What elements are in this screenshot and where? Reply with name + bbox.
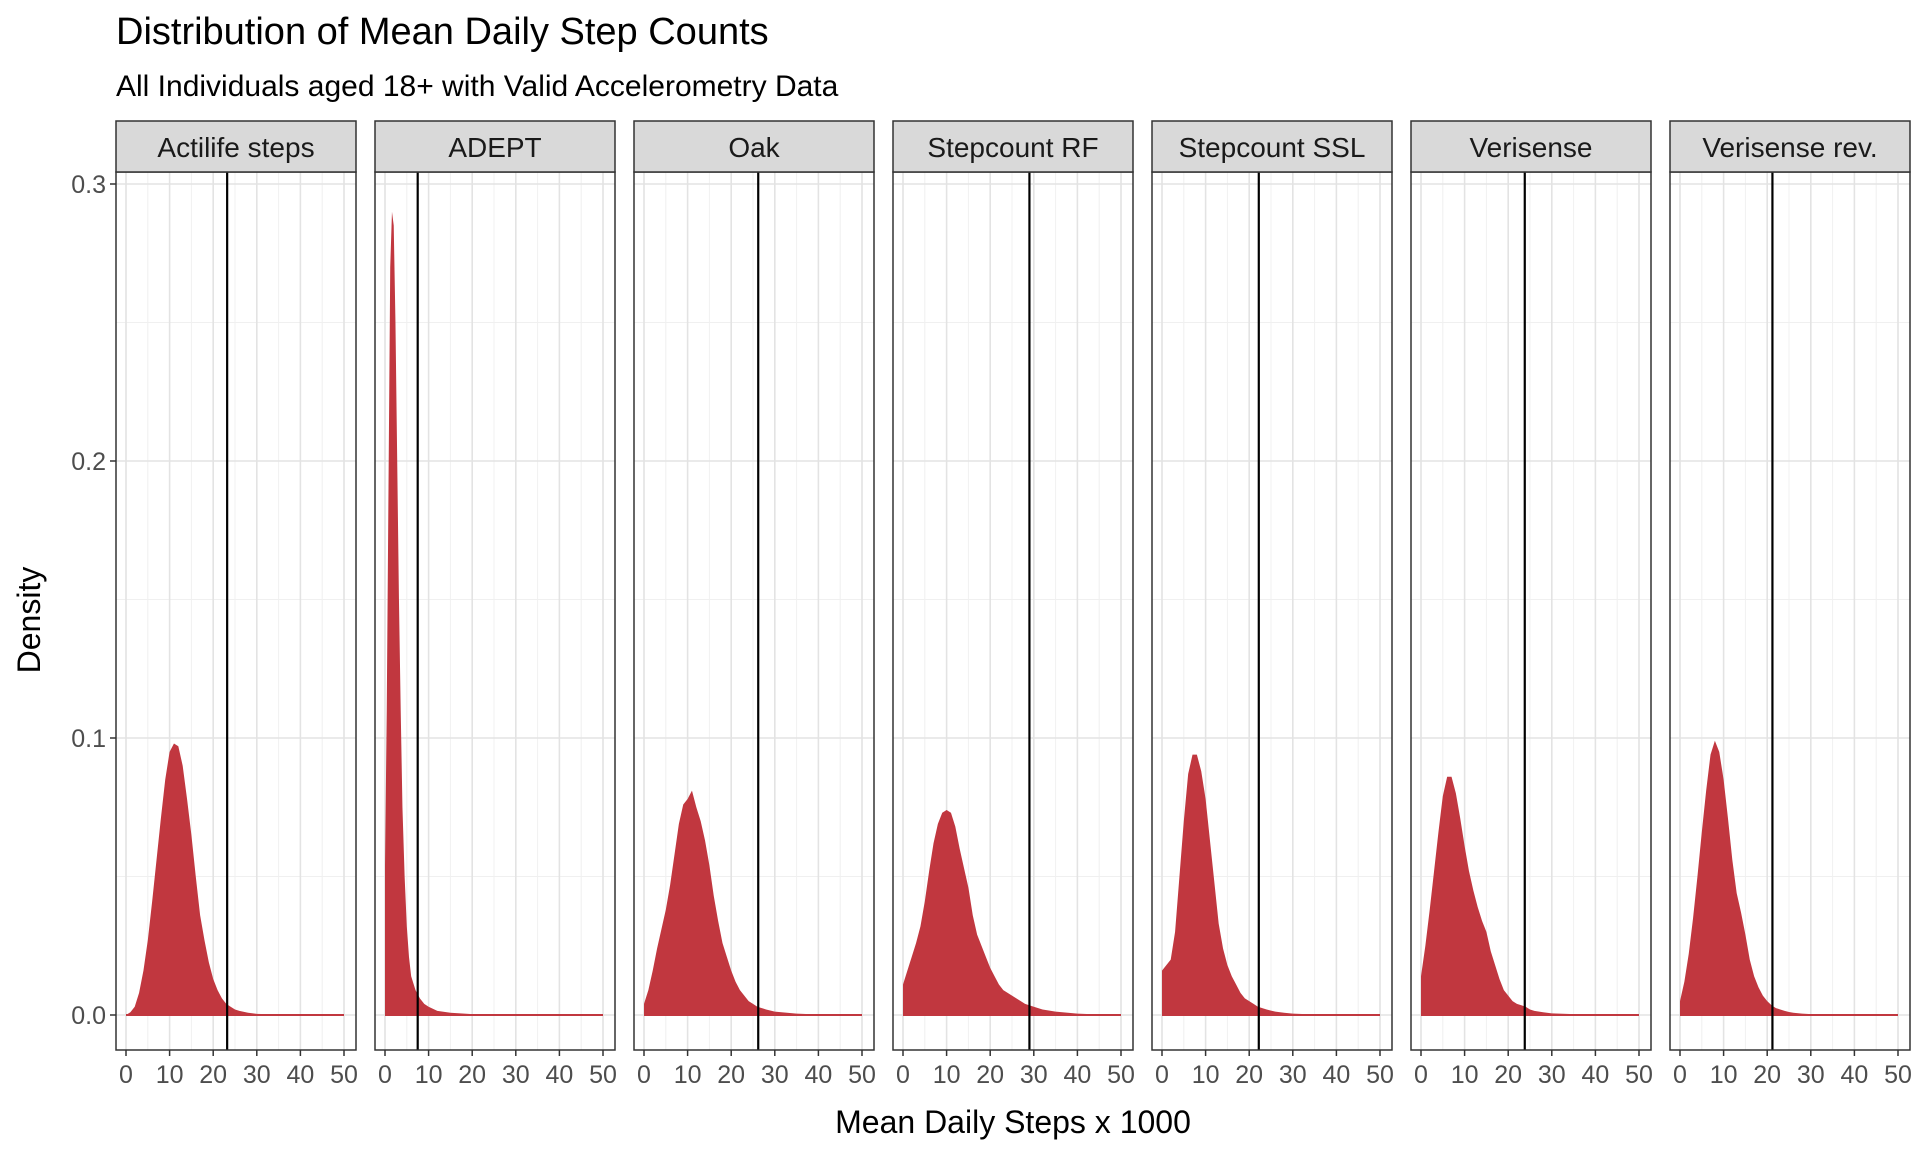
strip-label: Oak xyxy=(728,132,780,163)
x-tick-label: 0 xyxy=(637,1061,651,1089)
x-tick-label: 10 xyxy=(933,1061,961,1089)
x-tick-label: 50 xyxy=(1625,1061,1653,1089)
x-tick-label: 30 xyxy=(1020,1061,1048,1089)
y-tick-label: 0.1 xyxy=(71,725,106,753)
x-tick-label: 0 xyxy=(896,1061,910,1089)
x-tick-label: 10 xyxy=(415,1061,443,1089)
strip-label: ADEPT xyxy=(448,132,541,163)
x-tick-label: 0 xyxy=(119,1061,133,1089)
density-area xyxy=(1162,754,1380,1015)
x-tick-label: 20 xyxy=(976,1061,1004,1089)
panel: ADEPT 0 10 20 30 40 50 xyxy=(374,120,617,1089)
x-tick-label: 40 xyxy=(1063,1061,1091,1089)
panel-background xyxy=(375,172,615,1050)
density-area xyxy=(385,211,603,1015)
x-tick-label: 30 xyxy=(243,1061,271,1089)
x-tick-label: 20 xyxy=(199,1061,227,1089)
x-tick-label: 0 xyxy=(1155,1061,1169,1089)
density-area xyxy=(126,743,344,1015)
y-tick-label: 0.2 xyxy=(71,448,106,476)
density-area xyxy=(1680,740,1898,1015)
x-tick-label: 10 xyxy=(1710,1061,1738,1089)
x-tick-label: 30 xyxy=(502,1061,530,1089)
strip-label: Verisense rev. xyxy=(1702,132,1877,163)
x-tick-label: 40 xyxy=(545,1061,573,1089)
x-tick-label: 50 xyxy=(1884,1061,1912,1089)
chart-title: Distribution of Mean Daily Step Counts xyxy=(116,11,769,53)
x-tick-label: 50 xyxy=(1366,1061,1394,1089)
x-tick-label: 50 xyxy=(848,1061,876,1089)
strip-label: Stepcount SSL xyxy=(1179,132,1366,163)
x-tick-label: 20 xyxy=(458,1061,486,1089)
x-tick-label: 10 xyxy=(1451,1061,1479,1089)
panel: Oak 0 10 20 30 40 50 xyxy=(633,120,876,1089)
y-tick-label: 0.0 xyxy=(71,1002,106,1030)
x-tick-label: 40 xyxy=(1322,1061,1350,1089)
strip-label: Stepcount RF xyxy=(927,132,1098,163)
x-tick-label: 0 xyxy=(378,1061,392,1089)
strip-background xyxy=(374,120,616,173)
strip-label: Actilife steps xyxy=(157,132,314,163)
x-tick-label: 20 xyxy=(1753,1061,1781,1089)
x-tick-label: 20 xyxy=(1235,1061,1263,1089)
x-tick-label: 20 xyxy=(717,1061,745,1089)
x-tick-label: 50 xyxy=(589,1061,617,1089)
strip-background xyxy=(1151,120,1393,173)
x-tick-label: 10 xyxy=(1192,1061,1220,1089)
x-tick-label: 50 xyxy=(330,1061,358,1089)
x-tick-label: 50 xyxy=(1107,1061,1135,1089)
x-tick-label: 0 xyxy=(1414,1061,1428,1089)
panels-group: Actilife steps 0 10 20 30 40 50 ADEPT 0 10 20 30 40 5… xyxy=(115,120,1912,1089)
strip-background xyxy=(115,120,357,173)
density-area xyxy=(1421,776,1639,1015)
strip-background xyxy=(1410,120,1652,173)
strip-background xyxy=(1669,120,1911,173)
panel: Stepcount RF 0 10 20 30 40 50 xyxy=(892,120,1135,1089)
density-area xyxy=(903,810,1121,1015)
x-axis-label: Mean Daily Steps x 1000 xyxy=(835,1104,1191,1140)
y-tick-label: 0.3 xyxy=(71,171,106,199)
y-axis: 0.0 0.1 0.2 0.3 xyxy=(71,171,116,1030)
x-tick-label: 10 xyxy=(156,1061,184,1089)
chart-subtitle: All Individuals aged 18+ with Valid Acce… xyxy=(116,70,839,103)
x-tick-label: 30 xyxy=(1797,1061,1825,1089)
panel: Stepcount SSL 0 10 20 30 40 50 xyxy=(1151,120,1394,1089)
x-tick-label: 10 xyxy=(674,1061,702,1089)
x-tick-label: 40 xyxy=(804,1061,832,1089)
strip-background xyxy=(633,120,875,173)
x-tick-label: 20 xyxy=(1494,1061,1522,1089)
x-tick-label: 40 xyxy=(286,1061,314,1089)
x-tick-label: 30 xyxy=(1279,1061,1307,1089)
x-tick-label: 40 xyxy=(1581,1061,1609,1089)
panel: Verisense rev. 0 10 20 30 40 50 xyxy=(1669,120,1912,1089)
panel: Actilife steps 0 10 20 30 40 50 xyxy=(115,120,358,1089)
x-tick-label: 30 xyxy=(761,1061,789,1089)
density-area xyxy=(644,790,862,1015)
x-tick-label: 40 xyxy=(1840,1061,1868,1089)
x-tick-label: 0 xyxy=(1673,1061,1687,1089)
strip-background xyxy=(892,120,1134,173)
strip-label: Verisense xyxy=(1470,132,1593,163)
panel: Verisense 0 10 20 30 40 50 xyxy=(1410,120,1653,1089)
x-tick-label: 30 xyxy=(1538,1061,1566,1089)
y-axis-label: Density xyxy=(11,567,47,674)
